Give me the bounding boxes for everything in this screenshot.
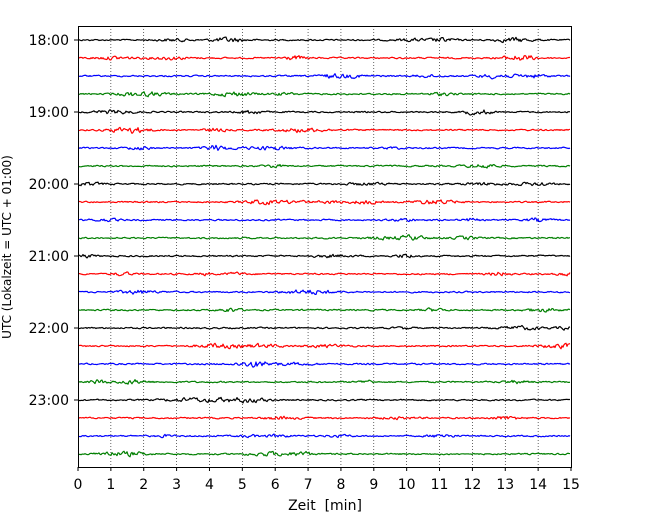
trace-line — [78, 73, 571, 80]
trace-line — [78, 181, 571, 187]
trace-line — [78, 307, 571, 313]
trace-line — [78, 109, 571, 116]
x-tick-label: 9 — [369, 477, 378, 493]
x-tick-label: 11 — [431, 477, 449, 493]
seismogram-traces — [78, 36, 571, 458]
trace-line — [78, 415, 571, 421]
trace-line — [78, 450, 571, 458]
x-tick-label: 6 — [271, 477, 280, 493]
trace-line — [78, 324, 571, 331]
x-tick-label: 12 — [463, 477, 481, 493]
trace-line — [78, 361, 571, 368]
y-tick-label: 18:00 — [29, 33, 69, 49]
x-tick-label: 14 — [529, 477, 547, 493]
trace-line — [78, 144, 571, 151]
trace-line — [78, 54, 571, 61]
x-axis-label: Zeit [min] — [288, 498, 362, 514]
trace-line — [78, 289, 571, 296]
plot-frame — [78, 26, 572, 468]
trace-line — [78, 126, 571, 134]
trace-line — [78, 199, 571, 206]
x-tick-label: 2 — [139, 477, 148, 493]
trace-line — [78, 217, 571, 223]
x-tick-label: 7 — [304, 477, 313, 493]
y-tick-label: 19:00 — [29, 105, 69, 121]
y-axis-label: UTC (Lokalzeit = UTC + 01:00) — [0, 155, 14, 339]
y-tick-label: 20:00 — [29, 177, 69, 193]
y-tick-label: 21:00 — [29, 249, 69, 265]
y-axis: 18:00 19:00 20:00 21:00 22:00 23:00 — [29, 33, 78, 409]
trace-line — [78, 163, 571, 169]
trace-line — [78, 396, 571, 404]
x-tick-label: 3 — [172, 477, 181, 493]
y-tick-label: 22:00 — [29, 321, 69, 337]
x-tick-label: 15 — [562, 477, 580, 493]
trace-line — [78, 342, 571, 350]
x-tick-label: 5 — [238, 477, 247, 493]
x-tick-label: 0 — [74, 477, 83, 493]
trace-line — [78, 433, 571, 439]
trace-line — [78, 271, 571, 277]
trace-line — [78, 234, 571, 241]
trace-line — [78, 91, 571, 98]
y-tick-label: 23:00 — [29, 393, 69, 409]
x-tick-label: 10 — [398, 477, 416, 493]
x-tick-label: 13 — [496, 477, 514, 493]
trace-line — [78, 36, 571, 44]
x-tick-label: 8 — [336, 477, 345, 493]
trace-line — [78, 253, 571, 259]
x-axis: 0 1 2 3 4 5 6 7 8 9 10 11 12 13 14 15 — [74, 467, 580, 493]
trace-line — [78, 379, 571, 385]
x-tick-label: 4 — [205, 477, 214, 493]
x-tick-label: 1 — [106, 477, 115, 493]
